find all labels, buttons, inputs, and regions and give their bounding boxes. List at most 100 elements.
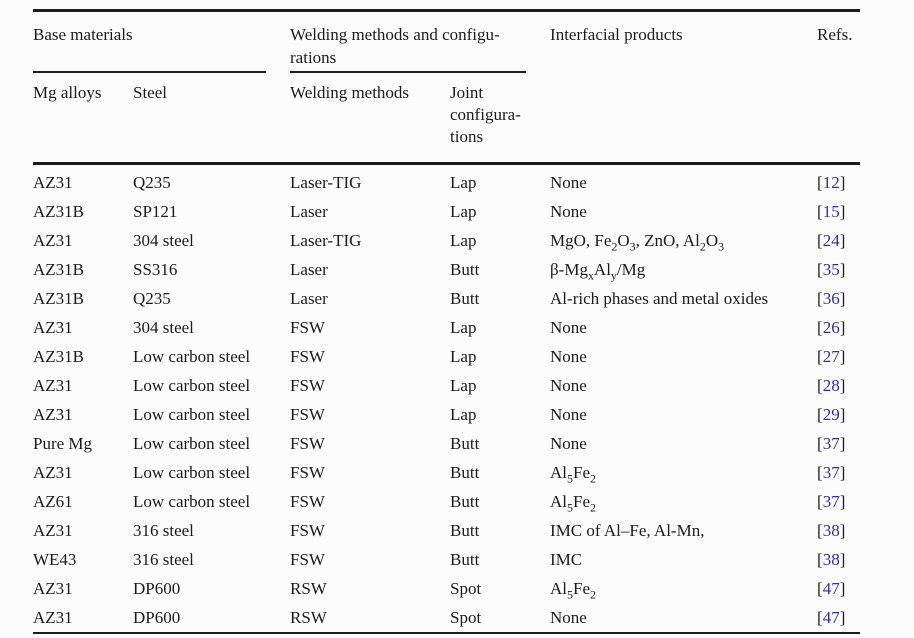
table-header: Base materials Welding methods and confi… (33, 11, 860, 164)
table-row: AZ31 Low carbon steel FSW Lap None [29] (33, 400, 860, 429)
welding-method-cell: Laser (290, 288, 328, 308)
ref-link[interactable]: 24 (822, 230, 840, 250)
mg-alloy-cell: AZ31 (33, 375, 73, 395)
joint-config-cell: Lap (450, 230, 477, 250)
steel-cell: 304 steel (133, 230, 194, 250)
joint-config-cell: Lap (450, 162, 551, 197)
steel-cell: DP600 (133, 578, 181, 598)
table-row: WE43 316 steel FSW Butt IMC [38] (33, 545, 860, 574)
steel-cell: 304 steel (133, 317, 194, 337)
interfacial-product-cell: MgO, Fe2O3, ZnO, Al2O3 (550, 230, 725, 253)
ref-cell: [38] (817, 549, 846, 569)
steel-cell: Q235 (133, 162, 291, 197)
joint-config-cell: Butt (450, 288, 480, 308)
ref-link[interactable]: 35 (822, 259, 840, 279)
group-header-welding-methods: Welding methods and configu- rations (290, 11, 550, 73)
ref-link[interactable]: 28 (822, 375, 840, 395)
mg-alloy-cell: AZ31 (33, 462, 73, 482)
table-row: AZ31 304 steel FSW Lap None [26] (33, 313, 860, 342)
table-row: AZ31 DP600 RSW Spot Al5Fe2 [47] (33, 574, 860, 603)
welding-method-cell: FSW (290, 317, 325, 337)
ref-cell: [37] (817, 433, 846, 453)
column-header-mg-alloys: Mg alloys (33, 83, 102, 102)
ref-link[interactable]: 15 (822, 201, 840, 221)
joint-config-cell: Butt (450, 462, 480, 482)
table-row: AZ31 304 steel Laser-TIG Lap MgO, Fe2O3, ZnO… (33, 226, 860, 255)
interfacial-product-cell: None (550, 607, 587, 627)
ref-cell: [29] (817, 404, 846, 424)
ref-cell: [15] (817, 201, 846, 221)
group-header-row: Base materials Welding methods and confi… (33, 11, 860, 73)
mg-alloy-cell: AZ31 (33, 607, 73, 627)
welding-method-cell: FSW (290, 520, 325, 540)
ref-cell: [12] (817, 162, 861, 197)
ref-link[interactable]: 37 (822, 462, 840, 482)
interfacial-product-cell: None (550, 433, 587, 453)
steel-cell: 316 steel (133, 549, 194, 569)
joint-config-cell: Lap (450, 346, 477, 366)
ref-link[interactable]: 37 (822, 491, 840, 511)
ref-cell: [47] (817, 578, 846, 598)
ref-link[interactable]: 47 (822, 607, 840, 627)
table-row: AZ31 Low carbon steel FSW Lap None [28] (33, 371, 860, 400)
mg-alloy-cell: WE43 (33, 549, 77, 569)
mg-alloy-cell: AZ31B (33, 288, 84, 308)
mg-alloy-cell: AZ31 (33, 404, 73, 424)
table-row: AZ31 Low carbon steel FSW Butt Al5Fe2 [37] (33, 458, 860, 487)
table-body: AZ31 Q235 Laser-TIG Lap None [12] AZ31B SP121 La… (33, 162, 861, 634)
ref-link[interactable]: 37 (822, 433, 840, 453)
ref-link[interactable]: 27 (822, 346, 840, 366)
joint-config-cell: Butt (450, 520, 480, 540)
column-header-steel: Steel (133, 83, 167, 102)
ref-cell: [38] (817, 520, 846, 540)
table-row: AZ31 Q235 Laser-TIG Lap None [12] (33, 162, 861, 197)
welding-method-cell: FSW (290, 549, 325, 569)
ref-link[interactable]: 26 (822, 317, 840, 337)
table-row: AZ31B SS316 Laser Butt β-MgxAly/Mg [35] (33, 255, 860, 284)
mg-alloy-cell: Pure Mg (33, 433, 93, 453)
ref-link[interactable]: 38 (822, 549, 840, 569)
interfacial-product-cell: Al-rich phases and metal oxides (550, 288, 769, 308)
interfacial-product-cell: None (550, 346, 587, 366)
mg-alloy-cell: AZ61 (33, 491, 73, 511)
welding-method-cell: FSW (290, 375, 325, 395)
ref-link[interactable]: 36 (822, 288, 840, 308)
welding-method-cell: Laser (290, 201, 328, 221)
group-header-base-materials: Base materials (33, 11, 290, 73)
mg-alloy-cell: AZ31B (33, 259, 84, 279)
ref-cell: [35] (817, 259, 846, 279)
sub-header-row: Mg alloys Steel Welding methods Joint co… (33, 73, 860, 164)
joint-config-cell: Spot (450, 607, 482, 627)
group-header-welding-methods-label: Welding methods and configu- rations (290, 12, 527, 73)
interfacial-product-cell: IMC of Al–Fe, Al-Mn, (550, 520, 705, 540)
mg-alloy-cell: AZ31B (33, 201, 84, 221)
ref-cell: [27] (817, 346, 846, 366)
joint-config-cell: Butt (450, 491, 480, 511)
table-row: AZ31 DP600 RSW Spot None [47] (33, 603, 860, 633)
joint-config-cell: Spot (450, 578, 482, 598)
column-header-refs: Refs. (817, 25, 853, 44)
mg-alloy-cell: AZ31B (33, 346, 84, 366)
welding-method-cell: RSW (290, 607, 327, 627)
ref-cell: [26] (817, 317, 846, 337)
interfacial-product-cell: IMC (550, 549, 583, 569)
interfacial-product-cell: Al5Fe2 (550, 491, 596, 514)
ref-link[interactable]: 38 (822, 520, 840, 540)
mg-alloy-cell: AZ31 (33, 230, 73, 250)
joint-config-cell: Lap (450, 201, 477, 221)
ref-cell: [24] (817, 230, 846, 250)
steel-cell: SS316 (133, 259, 178, 279)
ref-link[interactable]: 29 (822, 404, 840, 424)
steel-cell: Low carbon steel (133, 491, 251, 511)
column-header-interfacial-products: Interfacial products (550, 25, 683, 44)
steel-cell: Low carbon steel (133, 433, 251, 453)
ref-link[interactable]: 47 (822, 578, 840, 598)
welding-method-cell: RSW (290, 578, 327, 598)
ref-link[interactable]: 12 (822, 172, 840, 192)
steel-cell: SP121 (133, 201, 178, 221)
interfacial-product-cell: Al5Fe2 (550, 462, 596, 485)
steel-cell: Low carbon steel (133, 462, 251, 482)
ref-cell: [28] (817, 375, 846, 395)
ref-cell: [36] (817, 288, 846, 308)
welding-table: Base materials Welding methods and confi… (33, 9, 861, 634)
